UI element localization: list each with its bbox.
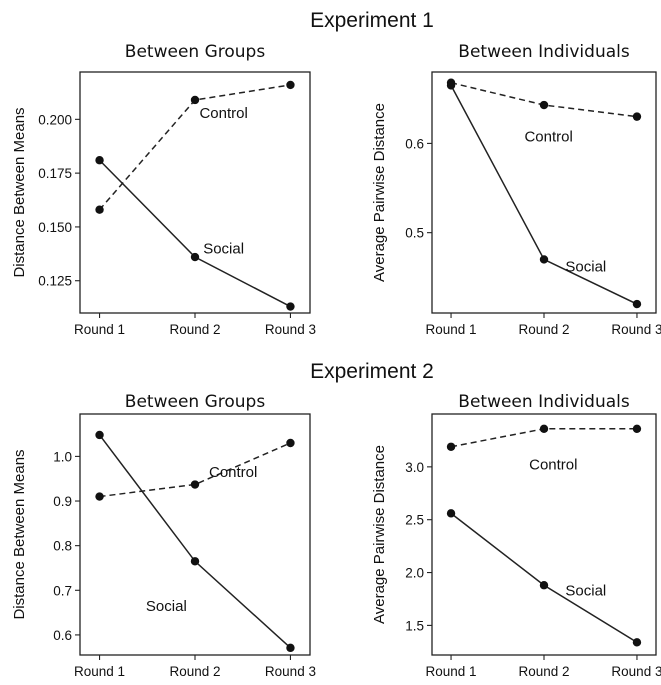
chart4-y-tick-label: 2.0 bbox=[405, 566, 424, 581]
chart1-social-line bbox=[99, 159, 291, 308]
chart1-control-point bbox=[190, 95, 200, 105]
chart3-social-label: Social bbox=[146, 598, 187, 615]
chart1-x-tick-label: Round 3 bbox=[265, 322, 316, 337]
chart3-social-point bbox=[95, 430, 104, 440]
chart4-social-line bbox=[450, 512, 638, 643]
chart3-control-point bbox=[286, 438, 295, 448]
experiment-1-title: Experiment 1 bbox=[310, 9, 434, 32]
chart2-y-axis-label: Average Pairwise Distance bbox=[371, 103, 388, 282]
chart1-social-point bbox=[286, 302, 295, 311]
chart4-social-point bbox=[632, 638, 642, 647]
chart3-social-line bbox=[98, 434, 291, 649]
chart4-x-tick-label: Round 2 bbox=[518, 664, 569, 679]
chart3-x-tick-label: Round 2 bbox=[169, 664, 220, 679]
exp1-between-groups-chart: Between Groups Distance Between Means 0.12… bbox=[11, 42, 316, 337]
chart2-social-label: Social bbox=[565, 259, 606, 276]
chart2-control-label: Control bbox=[524, 128, 572, 145]
chart4-y-tick-label: 1.5 bbox=[405, 618, 424, 633]
chart3-x-tick-label: Round 3 bbox=[265, 664, 316, 679]
chart4-title: Between Individuals bbox=[458, 392, 630, 412]
chart2-social-point bbox=[446, 81, 456, 90]
chart1-y-tick-label: 0.175 bbox=[38, 166, 72, 181]
chart3-y-axis-label: Distance Between Means bbox=[11, 449, 28, 619]
chart3-x-tick-label: Round 1 bbox=[74, 664, 125, 679]
chart2-social-point bbox=[632, 299, 642, 309]
chart1-social-label: Social bbox=[203, 240, 244, 257]
chart2-x-tick-label: Round 2 bbox=[518, 322, 569, 337]
chart1-x-tick-label: Round 1 bbox=[74, 322, 125, 337]
chart1-control-point bbox=[95, 205, 104, 214]
chart4-plot-frame bbox=[431, 413, 657, 656]
chart4-control-label: Control bbox=[529, 457, 577, 474]
exp1-between-individuals-chart: Between Individuals Average Pairwise Dist… bbox=[371, 42, 661, 337]
chart1-y-tick-label: 0.150 bbox=[38, 220, 72, 235]
chart3-control-label: Control bbox=[209, 464, 257, 481]
chart3-y-tick-label: 0.7 bbox=[53, 583, 72, 598]
chart4-y-axis-label: Average Pairwise Distance bbox=[371, 445, 388, 624]
chart3-social-point bbox=[286, 643, 295, 653]
chart2-x-tick-label: Round 3 bbox=[611, 322, 661, 337]
chart2-social-line bbox=[450, 85, 638, 305]
exp2-between-groups-chart: Between Groups Distance Between Means 0.6 0… bbox=[11, 392, 316, 679]
chart3-control-line bbox=[99, 442, 291, 498]
chart3-social-point bbox=[190, 557, 200, 566]
chart3-y-tick-label: 1.0 bbox=[53, 449, 72, 464]
chart4-control-point bbox=[632, 424, 642, 433]
chart2-x-tick-label: Round 1 bbox=[426, 322, 477, 337]
exp2-between-individuals-chart: Between Individuals Average Pairwise Dist… bbox=[371, 392, 661, 679]
chart4-control-point bbox=[446, 442, 456, 451]
chart1-y-axis-label: Distance Between Means bbox=[11, 107, 28, 277]
chart3-control-point bbox=[190, 480, 200, 489]
chart1-y-tick-label: 0.200 bbox=[38, 112, 72, 127]
chart2-control-point bbox=[632, 112, 642, 121]
chart1-social-point bbox=[190, 252, 200, 262]
chart4-social-point bbox=[446, 509, 456, 518]
chart1-y-tick-label: 0.125 bbox=[38, 274, 72, 289]
chart2-title: Between Individuals bbox=[458, 42, 630, 62]
chart4-control-point bbox=[539, 424, 549, 433]
chart3-y-tick-label: 0.6 bbox=[53, 628, 72, 643]
chart4-y-tick-label: 3.0 bbox=[405, 460, 424, 475]
chart4-x-tick-label: Round 1 bbox=[426, 664, 477, 679]
chart1-control-point bbox=[286, 80, 295, 90]
chart2-y-tick-label: 0.6 bbox=[405, 136, 424, 151]
chart4-x-tick-label: Round 3 bbox=[611, 664, 661, 679]
chart1-x-tick-label: Round 2 bbox=[169, 322, 220, 337]
chart2-control-line bbox=[450, 81, 638, 118]
chart3-y-tick-label: 0.9 bbox=[53, 494, 72, 509]
chart4-y-tick-label: 2.5 bbox=[405, 513, 424, 528]
chart2-social-point bbox=[539, 255, 549, 264]
chart1-social-point bbox=[95, 156, 104, 165]
chart4-social-point bbox=[539, 581, 549, 590]
chart1-control-label: Control bbox=[199, 105, 247, 122]
experiment-2-title: Experiment 2 bbox=[310, 360, 434, 383]
chart3-control-point bbox=[95, 492, 104, 501]
chart2-y-tick-label: 0.5 bbox=[405, 226, 424, 241]
chart4-social-label: Social bbox=[565, 583, 606, 600]
chart1-title: Between Groups bbox=[125, 42, 266, 62]
chart3-y-tick-label: 0.8 bbox=[53, 539, 72, 554]
chart2-control-point bbox=[539, 100, 549, 110]
chart3-title: Between Groups bbox=[125, 392, 266, 412]
